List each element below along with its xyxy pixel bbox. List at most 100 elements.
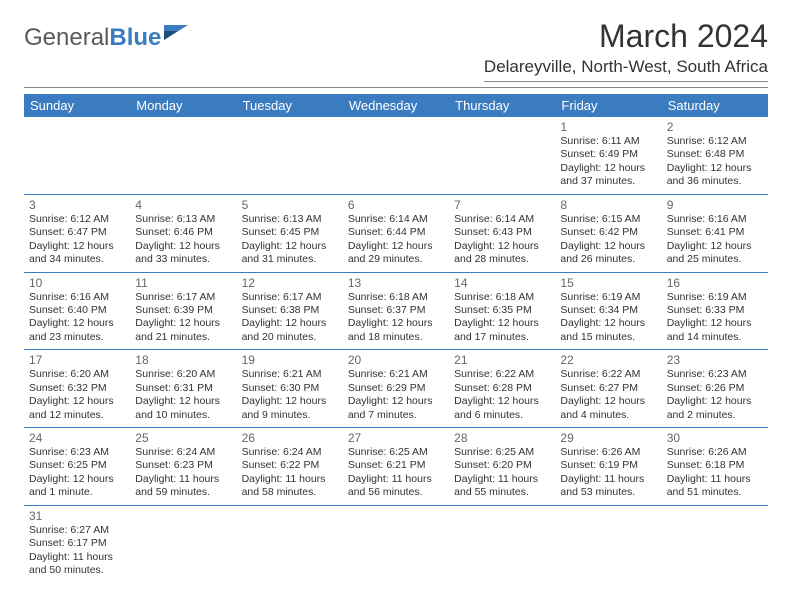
day-cell: 11Sunrise: 6:17 AMSunset: 6:39 PMDayligh… <box>130 273 236 350</box>
sunrise-line: Sunrise: 6:24 AM <box>135 446 231 459</box>
week-row: 24Sunrise: 6:23 AMSunset: 6:25 PMDayligh… <box>24 428 768 506</box>
day-number: 5 <box>242 198 338 212</box>
day-header: Saturday <box>662 94 768 117</box>
day-number: 3 <box>29 198 125 212</box>
daylight-line: Daylight: 12 hours and 28 minutes. <box>454 240 550 267</box>
day-number: 7 <box>454 198 550 212</box>
day-cell: 12Sunrise: 6:17 AMSunset: 6:38 PMDayligh… <box>237 273 343 350</box>
sunrise-line: Sunrise: 6:12 AM <box>667 135 763 148</box>
sunrise-line: Sunrise: 6:22 AM <box>454 368 550 381</box>
day-number: 16 <box>667 276 763 290</box>
empty-cell <box>24 117 130 194</box>
sunrise-line: Sunrise: 6:14 AM <box>454 213 550 226</box>
sunrise-line: Sunrise: 6:21 AM <box>348 368 444 381</box>
day-cell: 3Sunrise: 6:12 AMSunset: 6:47 PMDaylight… <box>24 195 130 272</box>
flag-icon <box>164 21 190 49</box>
sunset-line: Sunset: 6:26 PM <box>667 382 763 395</box>
sunset-line: Sunset: 6:29 PM <box>348 382 444 395</box>
day-cell: 23Sunrise: 6:23 AMSunset: 6:26 PMDayligh… <box>662 350 768 427</box>
daylight-line: Daylight: 12 hours and 15 minutes. <box>560 317 656 344</box>
day-number: 8 <box>560 198 656 212</box>
day-number: 25 <box>135 431 231 445</box>
sunset-line: Sunset: 6:42 PM <box>560 226 656 239</box>
day-header: Monday <box>130 94 236 117</box>
sunrise-line: Sunrise: 6:17 AM <box>135 291 231 304</box>
day-number: 30 <box>667 431 763 445</box>
logo: GeneralBlue <box>24 24 190 52</box>
sunset-line: Sunset: 6:32 PM <box>29 382 125 395</box>
day-number: 2 <box>667 120 763 134</box>
day-number: 26 <box>242 431 338 445</box>
sunset-line: Sunset: 6:19 PM <box>560 459 656 472</box>
day-cell: 15Sunrise: 6:19 AMSunset: 6:34 PMDayligh… <box>555 273 661 350</box>
daylight-line: Daylight: 12 hours and 10 minutes. <box>135 395 231 422</box>
day-cell: 9Sunrise: 6:16 AMSunset: 6:41 PMDaylight… <box>662 195 768 272</box>
empty-cell <box>343 117 449 194</box>
sunset-line: Sunset: 6:18 PM <box>667 459 763 472</box>
day-number: 10 <box>29 276 125 290</box>
sunrise-line: Sunrise: 6:19 AM <box>667 291 763 304</box>
daylight-line: Daylight: 11 hours and 51 minutes. <box>667 473 763 500</box>
day-cell: 16Sunrise: 6:19 AMSunset: 6:33 PMDayligh… <box>662 273 768 350</box>
sunset-line: Sunset: 6:37 PM <box>348 304 444 317</box>
daylight-line: Daylight: 12 hours and 12 minutes. <box>29 395 125 422</box>
daylight-line: Daylight: 12 hours and 4 minutes. <box>560 395 656 422</box>
sunrise-line: Sunrise: 6:26 AM <box>667 446 763 459</box>
sunset-line: Sunset: 6:27 PM <box>560 382 656 395</box>
sunset-line: Sunset: 6:17 PM <box>29 537 125 550</box>
day-cell: 18Sunrise: 6:20 AMSunset: 6:31 PMDayligh… <box>130 350 236 427</box>
day-number: 6 <box>348 198 444 212</box>
daylight-line: Daylight: 12 hours and 6 minutes. <box>454 395 550 422</box>
sunrise-line: Sunrise: 6:20 AM <box>135 368 231 381</box>
week-row: 31Sunrise: 6:27 AMSunset: 6:17 PMDayligh… <box>24 506 768 583</box>
day-number: 1 <box>560 120 656 134</box>
day-number: 23 <box>667 353 763 367</box>
sunrise-line: Sunrise: 6:15 AM <box>560 213 656 226</box>
logo-text-general: General <box>24 24 109 52</box>
daylight-line: Daylight: 11 hours and 53 minutes. <box>560 473 656 500</box>
day-cell: 28Sunrise: 6:25 AMSunset: 6:20 PMDayligh… <box>449 428 555 505</box>
sunset-line: Sunset: 6:28 PM <box>454 382 550 395</box>
sunrise-line: Sunrise: 6:19 AM <box>560 291 656 304</box>
sunset-line: Sunset: 6:33 PM <box>667 304 763 317</box>
sunset-line: Sunset: 6:41 PM <box>667 226 763 239</box>
day-cell: 21Sunrise: 6:22 AMSunset: 6:28 PMDayligh… <box>449 350 555 427</box>
day-cell: 8Sunrise: 6:15 AMSunset: 6:42 PMDaylight… <box>555 195 661 272</box>
day-cell: 27Sunrise: 6:25 AMSunset: 6:21 PMDayligh… <box>343 428 449 505</box>
empty-cell <box>449 506 555 583</box>
daylight-line: Daylight: 12 hours and 29 minutes. <box>348 240 444 267</box>
day-header-row: SundayMondayTuesdayWednesdayThursdayFrid… <box>24 94 768 117</box>
week-row: 17Sunrise: 6:20 AMSunset: 6:32 PMDayligh… <box>24 350 768 428</box>
day-header: Friday <box>555 94 661 117</box>
daylight-line: Daylight: 12 hours and 36 minutes. <box>667 162 763 189</box>
daylight-line: Daylight: 11 hours and 50 minutes. <box>29 551 125 578</box>
sunset-line: Sunset: 6:22 PM <box>242 459 338 472</box>
day-number: 29 <box>560 431 656 445</box>
daylight-line: Daylight: 12 hours and 25 minutes. <box>667 240 763 267</box>
sunrise-line: Sunrise: 6:14 AM <box>348 213 444 226</box>
daylight-line: Daylight: 11 hours and 58 minutes. <box>242 473 338 500</box>
sunset-line: Sunset: 6:30 PM <box>242 382 338 395</box>
day-cell: 17Sunrise: 6:20 AMSunset: 6:32 PMDayligh… <box>24 350 130 427</box>
empty-cell <box>343 506 449 583</box>
sunset-line: Sunset: 6:43 PM <box>454 226 550 239</box>
day-number: 24 <box>29 431 125 445</box>
sunset-line: Sunset: 6:21 PM <box>348 459 444 472</box>
sunrise-line: Sunrise: 6:25 AM <box>454 446 550 459</box>
day-cell: 30Sunrise: 6:26 AMSunset: 6:18 PMDayligh… <box>662 428 768 505</box>
day-header: Thursday <box>449 94 555 117</box>
day-number: 9 <box>667 198 763 212</box>
sunrise-line: Sunrise: 6:26 AM <box>560 446 656 459</box>
sunrise-line: Sunrise: 6:16 AM <box>29 291 125 304</box>
daylight-line: Daylight: 12 hours and 2 minutes. <box>667 395 763 422</box>
day-cell: 4Sunrise: 6:13 AMSunset: 6:46 PMDaylight… <box>130 195 236 272</box>
day-cell: 6Sunrise: 6:14 AMSunset: 6:44 PMDaylight… <box>343 195 449 272</box>
sunset-line: Sunset: 6:34 PM <box>560 304 656 317</box>
daylight-line: Daylight: 12 hours and 9 minutes. <box>242 395 338 422</box>
daylight-line: Daylight: 12 hours and 21 minutes. <box>135 317 231 344</box>
sunrise-line: Sunrise: 6:23 AM <box>29 446 125 459</box>
month-title: March 2024 <box>484 18 768 55</box>
sunrise-line: Sunrise: 6:24 AM <box>242 446 338 459</box>
day-number: 19 <box>242 353 338 367</box>
sunrise-line: Sunrise: 6:16 AM <box>667 213 763 226</box>
